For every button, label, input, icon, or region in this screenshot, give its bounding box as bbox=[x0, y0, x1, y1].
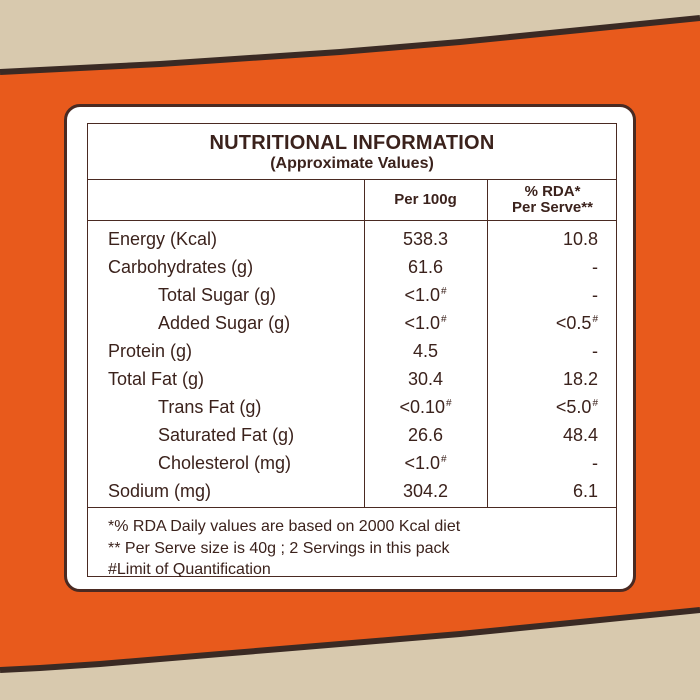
rda-value: 48.4 bbox=[562, 425, 598, 445]
per-100g-value: <1.0# bbox=[404, 285, 447, 305]
rda-value: - bbox=[592, 341, 598, 361]
rda-value: - bbox=[592, 257, 598, 277]
nutrient-label: Saturated Fat (g) bbox=[158, 425, 295, 445]
table-row: Carbohydrates (g) 61.6 - bbox=[88, 254, 616, 282]
column-header-row: Per 100g % RDA* Per Serve** bbox=[88, 180, 616, 221]
rda-value: 10.8 bbox=[562, 229, 598, 249]
footnote-divider bbox=[88, 507, 616, 508]
table-row: Saturated Fat (g) 26.6 48.4 bbox=[88, 422, 616, 450]
nutrient-label: Sodium (mg) bbox=[108, 481, 212, 501]
table-row: Energy (Kcal) 538.3 10.8 bbox=[88, 226, 616, 254]
per-100g-value: 61.6 bbox=[407, 257, 444, 277]
per-100g-value: <1.0# bbox=[404, 313, 447, 333]
nutrient-rows: Energy (Kcal) 538.3 10.8 Carbohydrates (… bbox=[88, 226, 616, 506]
table-row: Protein (g) 4.5 - bbox=[88, 338, 616, 366]
table-row: Trans Fat (g) <0.10# <5.0# bbox=[88, 394, 616, 422]
footnote: #Limit of Quantification bbox=[108, 561, 271, 578]
per-100g-label: Per 100g bbox=[394, 190, 457, 208]
nutrition-card: NUTRITIONAL INFORMATION (Approximate Val… bbox=[64, 104, 636, 592]
nutrient-label: Carbohydrates (g) bbox=[108, 257, 254, 277]
nutrient-label: Cholesterol (mg) bbox=[158, 453, 292, 473]
bottom-torn-edge bbox=[0, 607, 700, 673]
rda-value: - bbox=[592, 453, 598, 473]
table-row: Sodium (mg) 304.2 6.1 bbox=[88, 478, 616, 506]
nutrition-table: NUTRITIONAL INFORMATION (Approximate Val… bbox=[87, 123, 617, 578]
nutrient-label: Total Fat (g) bbox=[108, 369, 205, 389]
table-row: Total Fat (g) 30.4 18.2 bbox=[88, 366, 616, 394]
footnote: ** Per Serve size is 40g ; 2 Servings in… bbox=[108, 539, 450, 557]
column-header-per-100g: Per 100g bbox=[364, 180, 487, 219]
rda-value: 18.2 bbox=[562, 369, 598, 389]
table-row: Cholesterol (mg) <1.0# - bbox=[88, 450, 616, 478]
per-100g-value: 304.2 bbox=[402, 481, 449, 501]
rda-label-line1: % RDA* bbox=[524, 182, 581, 200]
footnote: *% RDA Daily values are based on 2000 Kc… bbox=[108, 518, 461, 535]
table-row: Added Sugar (g) <1.0# <0.5# bbox=[88, 310, 616, 338]
rda-value: <5.0# bbox=[555, 397, 598, 417]
nutrient-label: Added Sugar (g) bbox=[158, 313, 291, 333]
per-100g-value: <0.10# bbox=[399, 397, 452, 417]
table-row: Total Sugar (g) <1.0# - bbox=[88, 282, 616, 310]
column-header-rda: % RDA* Per Serve** bbox=[487, 180, 618, 219]
footnotes: *% RDA Daily values are based on 2000 Kc… bbox=[108, 516, 460, 581]
table-title: NUTRITIONAL INFORMATION bbox=[209, 132, 495, 154]
nutrient-label: Energy (Kcal) bbox=[108, 229, 218, 249]
per-100g-value: 538.3 bbox=[402, 229, 449, 249]
rda-value: - bbox=[592, 285, 598, 305]
top-paper-strip bbox=[0, 0, 700, 72]
per-100g-value: 30.4 bbox=[407, 369, 444, 389]
column-divider bbox=[364, 180, 365, 507]
table-title-block: NUTRITIONAL INFORMATION (Approximate Val… bbox=[88, 124, 616, 180]
top-torn-edge bbox=[0, 15, 700, 75]
column-divider bbox=[487, 180, 488, 507]
nutrient-label: Total Sugar (g) bbox=[158, 285, 277, 305]
rda-label-line2: Per Serve** bbox=[512, 198, 593, 216]
rda-value: 6.1 bbox=[572, 481, 598, 501]
bottom-paper-strip bbox=[0, 610, 700, 700]
per-100g-value: <1.0# bbox=[404, 453, 447, 473]
per-100g-value: 4.5 bbox=[412, 341, 439, 361]
nutrient-label: Protein (g) bbox=[108, 341, 193, 361]
table-subtitle: (Approximate Values) bbox=[270, 155, 434, 172]
nutrient-label: Trans Fat (g) bbox=[158, 397, 262, 417]
per-100g-value: 26.6 bbox=[407, 425, 444, 445]
rda-value: <0.5# bbox=[555, 313, 598, 333]
